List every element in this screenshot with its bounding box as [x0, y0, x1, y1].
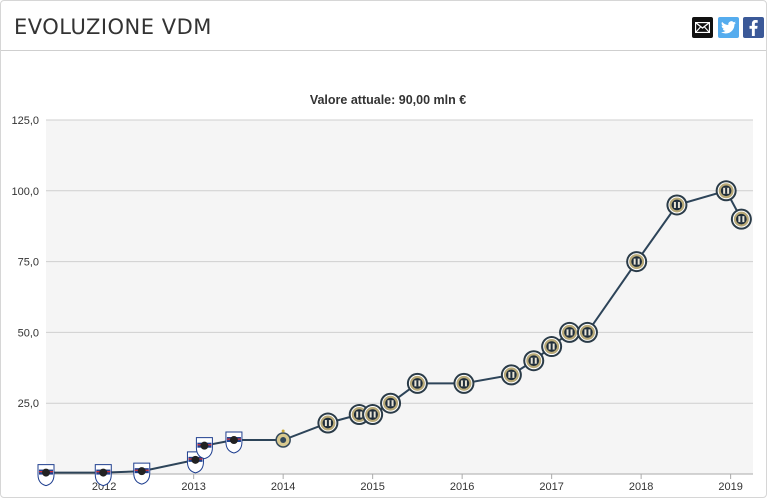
- data-point-sampdoria[interactable]: [37, 464, 55, 487]
- market-value-chart: Valore attuale: 90,00 mln € 25,0 50,0 75,0…: [11, 93, 753, 493]
- y-tick-label: 25,0: [18, 398, 39, 410]
- share-twitter-button[interactable]: [718, 17, 739, 38]
- data-point-inter[interactable]: [626, 251, 648, 273]
- share-email-button[interactable]: [692, 17, 713, 38]
- share-facebook-button[interactable]: [743, 17, 764, 38]
- x-tick-label: 2015: [360, 481, 384, 493]
- y-tick-label: 125,0: [11, 115, 39, 127]
- y-axis: 25,0 50,0 75,0 100,0 125,0: [11, 115, 39, 410]
- data-point-inter-youth[interactable]: [275, 429, 291, 448]
- data-point-inter[interactable]: [541, 336, 563, 358]
- chart-subtitle: Valore attuale: 90,00 mln €: [310, 93, 466, 107]
- x-axis: 2012 2013 2014 2015 2016 2017 2018 2019: [46, 473, 753, 493]
- data-point-inter[interactable]: [576, 321, 598, 343]
- x-tick-label: 2017: [539, 481, 563, 493]
- y-tick-label: 100,0: [11, 186, 39, 198]
- plot-area: [46, 120, 753, 474]
- data-points: [37, 180, 752, 487]
- x-tick-label: 2014: [271, 481, 295, 493]
- y-tick-label: 50,0: [18, 327, 39, 339]
- data-point-sampdoria[interactable]: [225, 431, 243, 454]
- x-tick-label: 2012: [92, 481, 116, 493]
- widget-title: EVOLUZIONE VDM: [14, 15, 212, 39]
- data-point-inter[interactable]: [317, 412, 339, 434]
- y-tick-label: 75,0: [18, 257, 39, 269]
- data-point-sampdoria[interactable]: [94, 464, 112, 487]
- data-point-inter[interactable]: [362, 404, 384, 426]
- x-tick-label: 2019: [718, 481, 742, 493]
- data-point-inter[interactable]: [453, 372, 475, 394]
- data-point-inter[interactable]: [666, 194, 688, 216]
- data-point-sampdoria[interactable]: [133, 462, 151, 485]
- data-point-inter[interactable]: [715, 180, 737, 202]
- x-tick-label: 2018: [629, 481, 653, 493]
- data-point-sampdoria[interactable]: [186, 451, 204, 474]
- envelope-icon: [695, 22, 710, 33]
- x-tick-label: 2013: [181, 481, 205, 493]
- data-point-inter[interactable]: [406, 372, 428, 394]
- widget-header: EVOLUZIONE VDM: [1, 1, 766, 51]
- data-point-inter[interactable]: [730, 208, 752, 230]
- twitter-icon: [721, 21, 736, 34]
- data-point-inter[interactable]: [380, 392, 402, 414]
- data-point-inter[interactable]: [523, 350, 545, 372]
- facebook-icon: [749, 19, 758, 36]
- x-tick-label: 2016: [450, 481, 474, 493]
- data-point-inter[interactable]: [500, 364, 522, 386]
- data-point-sampdoria[interactable]: [195, 437, 213, 460]
- data-point-inter[interactable]: [559, 321, 581, 343]
